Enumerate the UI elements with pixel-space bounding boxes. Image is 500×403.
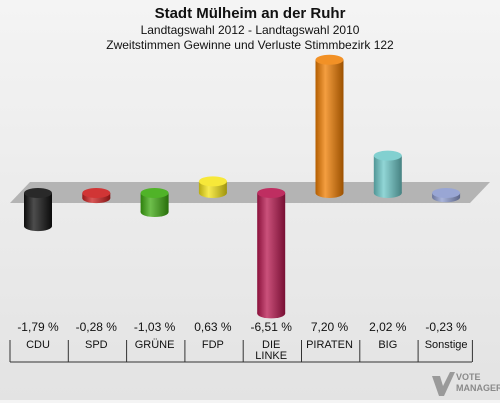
- bar-bottom-5: [315, 188, 344, 198]
- category-label-1: SPD: [85, 339, 108, 351]
- category-label-0: CDU: [26, 339, 50, 351]
- bar-cap-1: [82, 188, 111, 198]
- bar-3: [198, 181, 227, 193]
- category-label-5: PIRATEN: [306, 339, 353, 351]
- value-label-0: -1,79 %: [17, 320, 59, 334]
- category-label-3: FDP: [202, 339, 224, 351]
- category-label-7: Sonstige: [425, 339, 468, 351]
- bar-2: [140, 193, 169, 213]
- bar-bottom-6: [373, 188, 402, 198]
- logo-text-manager: MANAGER: [456, 383, 500, 393]
- bar-5: [315, 59, 344, 193]
- chart-subtitle-2: Zweitstimmen Gewinne und Verluste Stimmb…: [106, 38, 394, 52]
- chart-subtitle-1: Landtagswahl 2012 - Landtagswahl 2010: [140, 23, 360, 37]
- bar-bottom-2: [140, 207, 169, 218]
- value-label-7: -0,23 %: [425, 320, 467, 334]
- category-label-4-line1: LINKE: [255, 350, 287, 362]
- bar-cap-2: [140, 188, 169, 198]
- bar-6: [373, 155, 402, 193]
- logo-mark-icon: [432, 372, 455, 396]
- bar-bottom-3: [198, 188, 227, 198]
- chart-titles: Stadt Mülheim an der Ruhr Landtagswahl 2…: [0, 4, 500, 53]
- category-label-6: BIG: [378, 339, 397, 351]
- value-label-3: 0,63 %: [194, 320, 232, 334]
- baseline-band: [10, 182, 490, 203]
- bar-cap-7: [432, 188, 461, 198]
- logo-text-vote: VOTE: [456, 372, 481, 382]
- bar-4: [257, 193, 286, 314]
- value-label-6: 2,02 %: [369, 320, 407, 334]
- bar-cap-6: [373, 150, 402, 161]
- bar-cap-0: [24, 188, 52, 198]
- value-label-4: -6,51 %: [251, 320, 293, 334]
- vote-manager-logo: VOTE MANAGER: [430, 368, 500, 398]
- bar-cap-3: [198, 176, 227, 187]
- category-label-2: GRÜNE: [135, 339, 175, 351]
- bar-cap-4: [257, 188, 286, 198]
- value-label-1: -0,28 %: [76, 320, 118, 334]
- category-label-4-line0: DIE: [262, 339, 280, 351]
- chart-title: Stadt Mülheim an der Ruhr: [154, 5, 346, 22]
- value-label-2: -1,03 %: [134, 320, 176, 334]
- value-label-5: 7,20 %: [311, 320, 349, 334]
- bar-0: [24, 193, 52, 227]
- bar-cap-5: [315, 54, 344, 65]
- bar-bottom-0: [24, 221, 52, 232]
- bar-bottom-4: [257, 308, 286, 319]
